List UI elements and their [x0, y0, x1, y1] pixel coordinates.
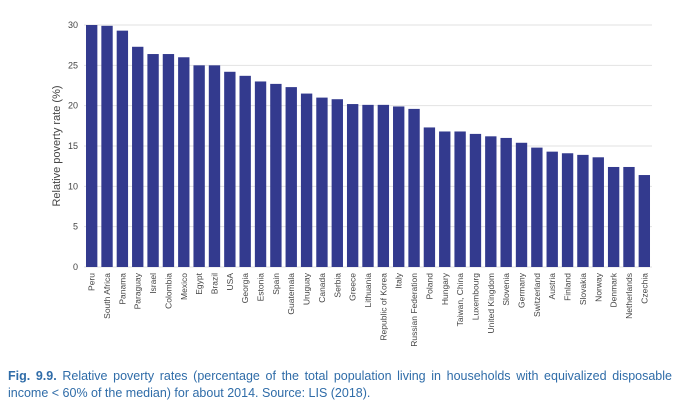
x-tick-label: Luxembourg	[470, 273, 480, 321]
x-tick-label: Spain	[271, 273, 281, 295]
y-tick-label: 25	[68, 60, 78, 70]
x-tick-label: Israel	[148, 273, 158, 294]
bar	[208, 65, 221, 267]
bar	[469, 133, 482, 267]
x-tick-label: Hungary	[440, 272, 450, 305]
bar	[132, 46, 144, 267]
bar	[577, 154, 589, 267]
x-tick-label: Georgia	[240, 273, 250, 304]
x-tick-label: Denmark	[609, 272, 619, 307]
bar	[439, 131, 451, 267]
x-tick-label: South Africa	[102, 273, 112, 319]
x-tick-label: Netherlands	[624, 273, 634, 319]
bar	[193, 65, 205, 267]
bar	[285, 87, 297, 267]
y-axis-ticks: 0 5 10 15 20 25 30	[68, 20, 78, 272]
bar	[147, 54, 159, 267]
x-tick-label: Austria	[547, 273, 557, 300]
figure-caption: Fig. 9.9. Relative poverty rates (percen…	[8, 368, 672, 402]
bar	[224, 71, 236, 267]
x-tick-label: Germany	[517, 272, 527, 308]
bar	[531, 147, 543, 267]
x-tick-label: Russian Federation	[409, 273, 419, 347]
bar	[592, 157, 604, 267]
x-tick-label: Egypt	[194, 272, 204, 294]
bar	[623, 166, 635, 267]
x-tick-label: Mexico	[179, 273, 189, 300]
bar	[607, 166, 620, 267]
bar	[300, 93, 313, 267]
bar	[254, 81, 267, 267]
x-tick-label: Poland	[424, 273, 434, 300]
y-tick-label: 20	[68, 101, 78, 111]
bar	[362, 104, 374, 267]
bar	[546, 151, 558, 267]
bar	[500, 137, 512, 267]
x-tick-label: Canada	[317, 273, 327, 303]
x-tick-label: Guatemala	[286, 273, 296, 315]
bars	[85, 25, 651, 268]
x-tick-label: Colombia	[163, 273, 173, 309]
bar	[162, 54, 175, 267]
caption-text: Relative poverty rates (percentage of th…	[8, 369, 672, 400]
bar	[485, 136, 497, 267]
y-axis-label: Relative poverty rate (%)	[51, 85, 63, 206]
x-tick-label: Finland	[563, 273, 573, 301]
y-tick-label: 0	[73, 262, 78, 272]
bar	[515, 142, 528, 267]
x-tick-label: Paraguay	[133, 272, 143, 309]
bar	[377, 104, 390, 267]
bar	[85, 25, 98, 267]
bar	[346, 104, 359, 267]
y-tick-label: 5	[73, 222, 78, 232]
bar	[331, 99, 343, 267]
bar	[638, 175, 651, 267]
y-tick-label: 15	[68, 141, 78, 151]
bar	[270, 83, 282, 268]
y-tick-label: 10	[68, 181, 78, 191]
x-tick-label: Serbia	[332, 273, 342, 298]
x-tick-label: Greece	[348, 273, 358, 301]
x-tick-label: Uruguay	[302, 272, 312, 305]
bar-chart: 0 5 10 15 20 25 30 Peru South Africa Panama Parag…	[51, 20, 652, 347]
x-tick-label: Slovakia	[578, 273, 588, 305]
x-axis-labels: Peru South Africa Panama Paraguay Israel Colo…	[87, 272, 650, 346]
x-tick-label: Republic of Korea	[378, 273, 388, 341]
bar	[101, 25, 113, 267]
x-tick-label: Switzerland	[532, 273, 542, 317]
bar	[239, 75, 251, 267]
bar	[423, 127, 436, 268]
figure-number: Fig. 9.9.	[8, 369, 57, 383]
bar	[561, 153, 574, 267]
bar	[316, 97, 328, 267]
x-tick-label: Slovenia	[501, 273, 511, 306]
y-tick-label: 30	[68, 20, 78, 30]
x-tick-label: Norway	[593, 272, 603, 302]
bar	[408, 108, 420, 267]
x-tick-label: USA	[225, 273, 235, 291]
x-tick-label: Italy	[394, 272, 404, 288]
bar	[116, 30, 129, 267]
x-tick-label: Peru	[87, 273, 97, 291]
x-tick-label: Lithuania	[363, 273, 373, 308]
bar	[454, 131, 466, 267]
x-tick-label: Czechia	[639, 273, 649, 304]
x-tick-label: United Kingdom	[486, 273, 496, 333]
bar	[393, 106, 405, 268]
x-tick-label: Panama	[117, 273, 127, 305]
x-tick-label: Estonia	[256, 273, 266, 302]
x-tick-label: Taiwan, China	[455, 273, 465, 327]
bar	[178, 57, 190, 268]
x-tick-label: Brazil	[209, 273, 219, 294]
